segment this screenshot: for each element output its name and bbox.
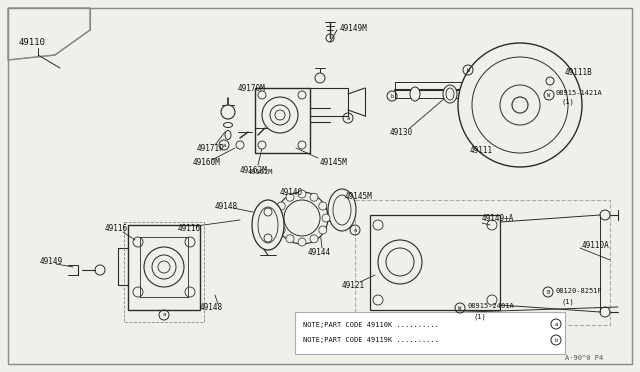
Text: 49149M: 49149M: [340, 23, 368, 32]
Ellipse shape: [328, 189, 356, 231]
Circle shape: [158, 261, 170, 273]
Circle shape: [262, 97, 298, 133]
Text: 49144: 49144: [308, 247, 331, 257]
Ellipse shape: [443, 85, 457, 103]
Bar: [295, 312, 565, 354]
Circle shape: [284, 200, 320, 236]
Circle shape: [322, 214, 330, 222]
Ellipse shape: [410, 87, 420, 101]
Text: NOTE;PART CODE 49110K ..........: NOTE;PART CODE 49110K ..........: [303, 322, 439, 328]
Text: 49149+A: 49149+A: [482, 214, 515, 222]
Text: NOTE;PART CODE 49119K ..........: NOTE;PART CODE 49119K ..........: [303, 337, 439, 343]
Text: a: a: [222, 142, 226, 148]
Polygon shape: [8, 8, 90, 60]
Circle shape: [319, 226, 327, 234]
Ellipse shape: [333, 195, 351, 225]
Circle shape: [277, 226, 285, 234]
Polygon shape: [370, 215, 500, 310]
Text: (1): (1): [562, 299, 575, 305]
Text: 49111: 49111: [470, 145, 493, 154]
Text: B: B: [547, 289, 550, 295]
Text: 49162M: 49162M: [240, 166, 268, 174]
Circle shape: [298, 190, 306, 198]
Text: b: b: [554, 337, 557, 343]
Circle shape: [152, 255, 176, 279]
Text: 49145M: 49145M: [345, 192, 372, 201]
Circle shape: [378, 240, 422, 284]
Text: 08915-2401A: 08915-2401A: [468, 303, 515, 309]
Text: 08120-8251F: 08120-8251F: [556, 288, 603, 294]
Circle shape: [270, 105, 290, 125]
Bar: [308, 88, 348, 116]
Circle shape: [286, 235, 294, 243]
Circle shape: [310, 235, 318, 243]
Text: 49121: 49121: [342, 280, 365, 289]
Text: 49110: 49110: [18, 38, 45, 46]
Ellipse shape: [446, 88, 454, 100]
Circle shape: [500, 85, 540, 125]
Circle shape: [276, 192, 328, 244]
Circle shape: [258, 91, 266, 99]
Text: 49148: 49148: [200, 304, 223, 312]
Circle shape: [274, 214, 282, 222]
Text: 49160M: 49160M: [193, 157, 221, 167]
Bar: [326, 215, 330, 221]
Circle shape: [310, 193, 318, 201]
Text: 49149: 49149: [40, 257, 63, 266]
Text: b: b: [467, 67, 470, 73]
Circle shape: [286, 193, 294, 201]
Circle shape: [221, 105, 235, 119]
Text: 49116: 49116: [105, 224, 128, 232]
Text: W: W: [458, 305, 461, 311]
Text: 49111B: 49111B: [565, 67, 593, 77]
Bar: [255, 88, 310, 153]
Bar: [322, 207, 326, 213]
Text: 49110A: 49110A: [582, 241, 610, 250]
Bar: [322, 223, 326, 229]
Text: 49145M: 49145M: [320, 157, 348, 167]
Ellipse shape: [223, 122, 232, 128]
Text: (1): (1): [474, 314, 487, 320]
Text: (1): (1): [562, 99, 575, 105]
Text: 08915-1421A: 08915-1421A: [556, 90, 603, 96]
Text: 49162M: 49162M: [248, 169, 273, 175]
Circle shape: [386, 248, 414, 276]
Circle shape: [298, 141, 306, 149]
Text: 49171P: 49171P: [197, 144, 225, 153]
Ellipse shape: [225, 131, 231, 140]
Circle shape: [458, 43, 582, 167]
Bar: [128, 225, 200, 310]
Circle shape: [472, 57, 568, 153]
Bar: [355, 200, 610, 325]
Text: a: a: [554, 321, 557, 327]
Circle shape: [512, 97, 528, 113]
Text: a: a: [346, 115, 349, 121]
Text: 49116: 49116: [178, 224, 201, 232]
Ellipse shape: [252, 200, 284, 250]
Circle shape: [258, 141, 266, 149]
Circle shape: [298, 238, 306, 246]
Circle shape: [319, 202, 327, 210]
Bar: [124, 222, 204, 322]
Text: A·90^0 P4: A·90^0 P4: [565, 355, 604, 361]
Circle shape: [277, 202, 285, 210]
Text: 49148: 49148: [215, 202, 238, 211]
Circle shape: [275, 110, 285, 120]
Text: 49140: 49140: [280, 187, 303, 196]
Text: 49170M: 49170M: [238, 83, 266, 93]
Text: W: W: [547, 93, 550, 97]
Text: a: a: [163, 312, 166, 317]
Ellipse shape: [258, 207, 278, 243]
Text: 49130: 49130: [390, 128, 413, 137]
Circle shape: [298, 91, 306, 99]
Circle shape: [144, 247, 184, 287]
Text: b: b: [390, 93, 394, 99]
Circle shape: [315, 73, 325, 83]
Text: a: a: [353, 228, 356, 232]
